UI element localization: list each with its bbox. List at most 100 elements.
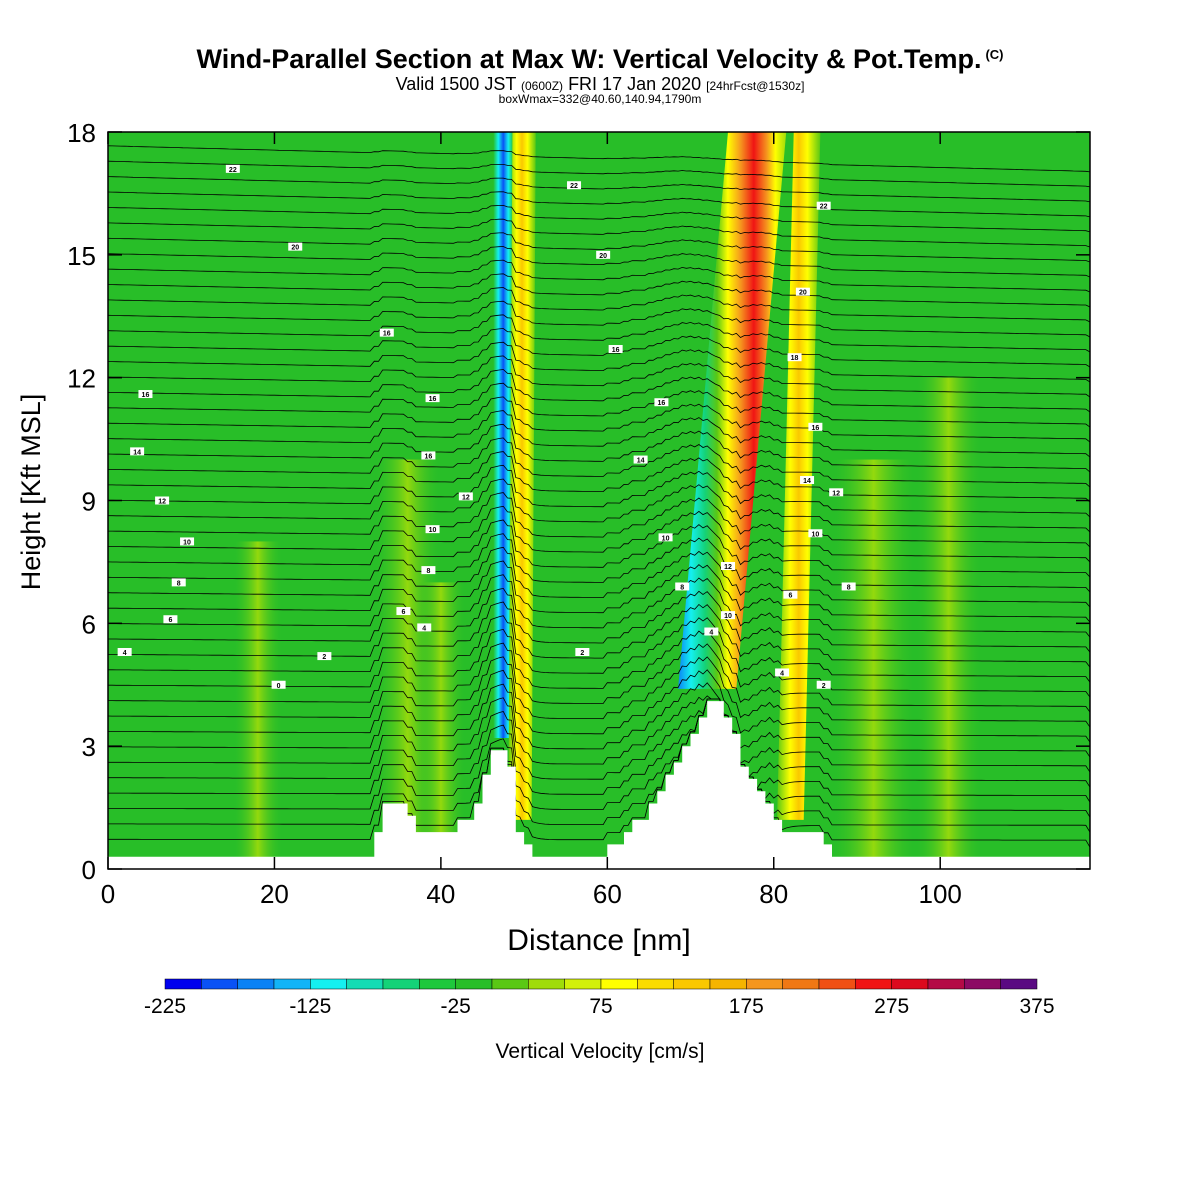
theta-contour-line [108, 519, 1090, 578]
colorbar-swatch [201, 978, 238, 990]
y-tick-label: 9 [82, 487, 96, 517]
colorbar-swatch [782, 978, 820, 990]
valid-date: FRI 17 Jan 2020 [568, 74, 702, 94]
contour-label-box [596, 250, 611, 259]
contour-label-box [458, 492, 473, 501]
contour-label-box [654, 398, 669, 407]
weak-updraft-area-0 [232, 541, 283, 869]
contour-label-box [130, 447, 145, 456]
contour-label-box [608, 345, 623, 354]
contour-label-box [138, 390, 153, 399]
theta-contour-line [108, 246, 1090, 278]
contour-label: 10 [180, 537, 195, 546]
colorbar-swatch [273, 978, 311, 990]
theta-contour-line [108, 396, 1090, 443]
colorbar: -225 -125 -25 75 175 275 375 [144, 978, 1055, 1018]
contour-label: 4 [417, 623, 432, 632]
contour-label-text: 10 [724, 613, 732, 620]
colorbar-tick-label: -25 [440, 995, 470, 1018]
colorbar-swatch [927, 978, 965, 990]
lee-updraft-plume [777, 132, 821, 820]
theta-contour-line [108, 437, 1090, 488]
contour-label: 16 [608, 345, 623, 354]
contour-label: 8 [421, 566, 436, 575]
contour-label-box [425, 525, 440, 534]
colorbar-swatch [891, 978, 929, 990]
contour-label-box [816, 201, 831, 210]
contour-label-box [775, 668, 790, 677]
contour-label: 8 [841, 582, 856, 591]
contour-label-text: 16 [612, 347, 620, 354]
theta-contour-line [108, 204, 1090, 233]
contour-label-box [841, 582, 856, 591]
y-tick-label: 18 [67, 118, 96, 148]
theta-contour-line [108, 587, 1090, 653]
theta-contour-line [108, 191, 1090, 218]
contour-label: 16 [654, 398, 669, 407]
contour-label: 0 [271, 680, 286, 690]
contour-label-box [421, 566, 436, 575]
contour-label: 10 [658, 533, 673, 542]
theta-contour-line [108, 451, 1090, 503]
x-tick-label: 0 [101, 879, 115, 909]
box-wmax-line: boxWmax=332@40.60,140.94,1790m [498, 92, 702, 106]
colorbar-tick-label: -125 [289, 995, 331, 1018]
x-axis-label: Distance [nm] [507, 924, 690, 957]
valid-time-utc: (0600Z) [521, 79, 564, 93]
contour-label-box [163, 615, 178, 624]
contour-label-text: 14 [133, 449, 141, 456]
colorbar-swatch [818, 978, 856, 990]
theta-contour-line [108, 642, 1090, 713]
colorbar-tick-label: -225 [144, 995, 186, 1018]
contour-label-text: 8 [426, 568, 430, 575]
contour-label: 20 [288, 242, 303, 252]
contour-label-text: 10 [429, 527, 437, 534]
colorbar-swatch [746, 978, 783, 990]
theta-contour-line [108, 492, 1090, 548]
contour-label: 6 [783, 590, 798, 600]
updraft-downdraft-plumes [493, 132, 821, 820]
contour-label-text: 16 [658, 400, 666, 407]
colorbar-label: Vertical Velocity [cm/s] [496, 1040, 705, 1063]
contour-label: 12 [155, 496, 170, 506]
theta-contour-line [108, 698, 1090, 833]
contour-label: 12 [720, 562, 735, 571]
contour-label-text: 12 [832, 490, 840, 497]
weak-updraft-area-3 [832, 459, 916, 869]
valid-time-line: Valid 1500 JST (0600Z) FRI 17 Jan 2020 [… [0, 74, 1200, 95]
colorbar-swatch [455, 978, 493, 990]
contour-label-text: 12 [724, 564, 732, 571]
theta-contour-line [108, 615, 1090, 683]
contour-label-box [421, 451, 436, 460]
contour-label-box [800, 476, 815, 485]
contour-label: 16 [379, 328, 394, 338]
contour-label-text: 22 [570, 183, 578, 190]
contour-label: 2 [816, 680, 831, 690]
contour-label-box [675, 582, 690, 591]
contour-label-text: 16 [424, 453, 432, 460]
contour-label: 18 [787, 353, 802, 362]
contour-label-box [633, 455, 648, 464]
theta-contour-line [108, 682, 1090, 758]
colorbar-swatch [600, 978, 638, 990]
colorbar-tick-label: 375 [1019, 995, 1054, 1018]
contour-label: 12 [458, 492, 473, 501]
contour-label-box [317, 652, 332, 661]
theta-contour-line [108, 533, 1090, 593]
contour-label-text: 10 [662, 535, 670, 542]
contour-label: 22 [225, 164, 240, 174]
copyright-mark: (C) [985, 47, 1004, 62]
contour-label-text: 2 [822, 683, 826, 690]
chart-title: Wind-Parallel Section at Max W: Vertical… [0, 44, 1200, 75]
contour-label: 22 [567, 181, 582, 190]
colorbar-swatch [310, 978, 347, 990]
contour-label-text: 4 [123, 650, 127, 657]
colorbar-swatch [419, 978, 456, 990]
y-tick-label: 3 [82, 732, 96, 762]
y-axis-label: Height [Kft MSL] [16, 394, 46, 591]
theta-contour-line [108, 382, 1090, 428]
contour-label-text: 10 [811, 531, 819, 538]
contour-label-text: 20 [799, 290, 807, 297]
contour-label-box [567, 181, 582, 190]
